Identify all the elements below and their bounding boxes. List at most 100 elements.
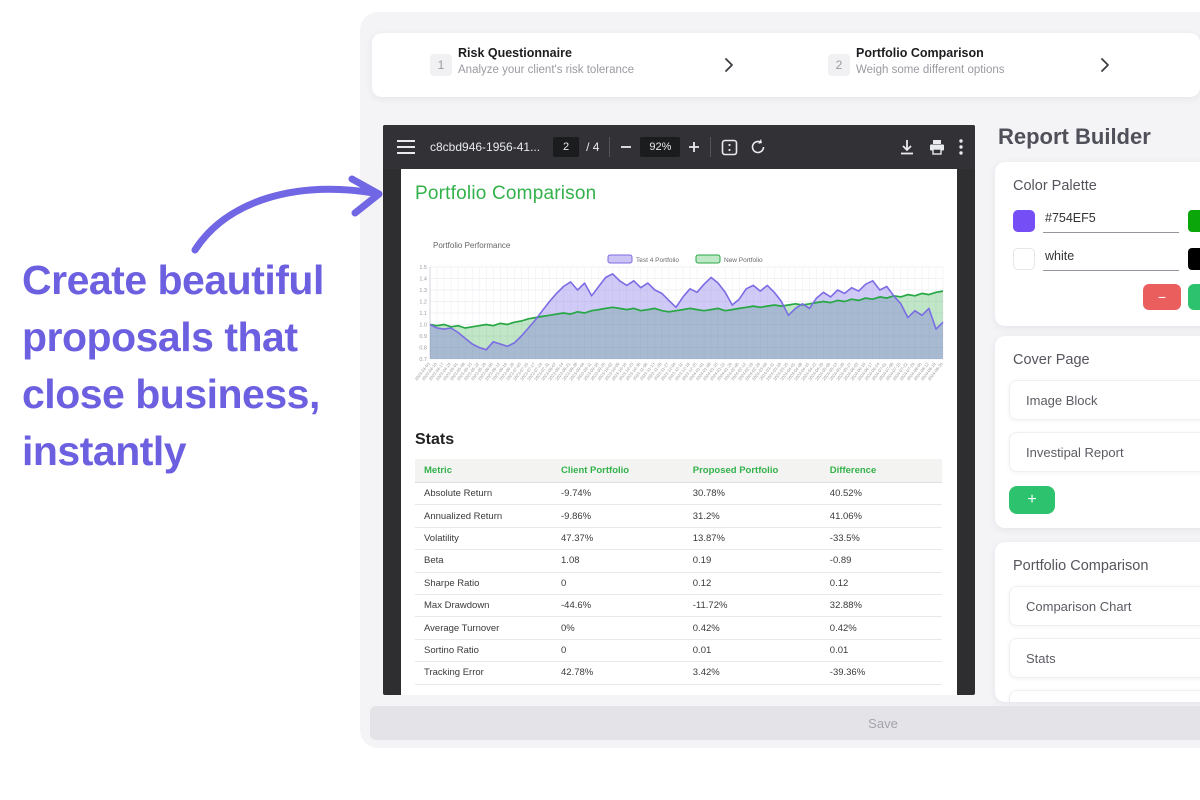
toolbar-divider <box>710 137 712 157</box>
page-number-input[interactable]: 2 <box>553 137 580 157</box>
color-swatch-primary[interactable] <box>1013 210 1035 232</box>
table-cell: Beta <box>424 555 444 567</box>
table-cell: -39.36% <box>829 667 866 679</box>
table-cell: 0 <box>561 644 567 656</box>
table-row: Annualized Return -9.86% 31.2% 41.06% <box>415 505 942 528</box>
table-cell: 47.37% <box>561 532 594 544</box>
table-cell: 0.42% <box>829 622 857 634</box>
save-button[interactable]: Save <box>370 706 1200 740</box>
chevron-right-icon[interactable] <box>724 57 734 73</box>
chart-title: Portfolio Performance <box>433 241 511 250</box>
table-cell: Annualized Return <box>424 510 503 522</box>
table-cell: Tracking Error <box>424 667 484 679</box>
table-cell: 30.78% <box>692 488 725 500</box>
table-cell: -9.74% <box>561 488 592 500</box>
performance-chart-svg: 1.51.41.31.21.11.00.90.80.72023-04-03202… <box>414 254 944 381</box>
list-item-image-block[interactable]: Image Block <box>1009 380 1200 420</box>
svg-text:1.4: 1.4 <box>419 277 427 283</box>
svg-text:1.0: 1.0 <box>419 323 427 329</box>
menu-icon[interactable] <box>397 140 415 154</box>
table-cell: Max Drawdown <box>424 600 490 612</box>
cover-page-label: Cover Page <box>1013 352 1090 368</box>
column-header: Proposed Portfolio <box>692 465 779 476</box>
svg-text:Test 4 Portfolio: Test 4 Portfolio <box>636 257 679 264</box>
remove-color-button[interactable]: − <box>1143 284 1181 310</box>
svg-text:1.1: 1.1 <box>419 311 427 317</box>
more-options-icon[interactable] <box>959 139 963 155</box>
table-cell: 0.12 <box>692 577 712 589</box>
table-cell: 41.06% <box>829 510 863 522</box>
portfolio-comparison-label: Portfolio Comparison <box>1013 558 1149 574</box>
table-cell: -9.86% <box>561 510 592 522</box>
toolbar-divider <box>609 137 611 157</box>
stepper-card: 1 Risk Questionnaire Analyze your client… <box>372 33 1200 97</box>
table-cell: 40.52% <box>829 488 863 500</box>
table-cell: 0 <box>561 577 567 589</box>
color-swatch-black[interactable] <box>1188 248 1200 270</box>
table-cell: 0.01 <box>829 644 849 656</box>
table-cell: 0% <box>561 622 575 634</box>
stats-heading: Stats <box>415 431 455 448</box>
add-block-button[interactable]: + <box>1009 486 1055 514</box>
list-item-investipal-report[interactable]: Investipal Report <box>1009 432 1200 472</box>
table-cell: -11.72% <box>692 600 728 612</box>
table-cell: 31.2% <box>692 510 720 522</box>
chevron-right-icon[interactable] <box>1100 57 1110 73</box>
list-item-stats[interactable]: Stats <box>1009 638 1200 678</box>
table-row: Max Drawdown -44.6% -11.72% 32.88% <box>415 595 942 618</box>
list-item-comparison-chart[interactable]: Comparison Chart <box>1009 586 1200 626</box>
column-header: Metric <box>424 465 452 476</box>
page-count: / 4 <box>586 140 600 154</box>
fit-page-icon[interactable] <box>721 139 738 156</box>
table-header-row: Metric Client Portfolio Proposed Portfolio… <box>415 459 942 483</box>
cover-page-card[interactable]: Cover Page + Image Block Investipal Repor… <box>995 336 1200 528</box>
hero-line: proposals that <box>22 314 298 360</box>
table-cell: 0.42% <box>692 622 720 634</box>
table-row: Sharpe Ratio 0 0.12 0.12 <box>415 573 942 595</box>
table-row: Volatility 47.37% 13.87% -33.5% <box>415 528 942 551</box>
zoom-in-icon[interactable] <box>688 141 700 153</box>
report-builder-title: Report Builder <box>998 124 1151 149</box>
svg-text:1.5: 1.5 <box>419 265 427 271</box>
color-swatch-green[interactable] <box>1188 210 1200 232</box>
step-1-title: Risk Questionnaire <box>458 46 572 60</box>
color-swatch-secondary[interactable] <box>1013 248 1035 270</box>
zoom-out-icon[interactable] <box>620 141 632 153</box>
table-cell: 0.12 <box>829 577 849 589</box>
table-cell: Sharpe Ratio <box>424 577 480 589</box>
svg-text:1.3: 1.3 <box>419 288 427 294</box>
hero-headline: Create beautiful proposals that close bu… <box>22 252 382 480</box>
color-palette-label: Color Palette <box>1013 178 1097 194</box>
portfolio-performance-chart: Portfolio Performance 1.5 1.4 1.3 1.2 1.1 1.0… <box>413 241 947 404</box>
table-row: Average Turnover 0% 0.42% 0.42% <box>415 617 942 640</box>
portfolio-comparison-card[interactable]: Portfolio Comparison Comparison Chart Sta… <box>995 542 1200 702</box>
table-cell: -44.6% <box>561 600 592 612</box>
list-item-partial[interactable] <box>1009 690 1200 702</box>
table-row: Tracking Error 42.78% 3.42% -39.36% <box>415 662 942 685</box>
print-icon[interactable] <box>929 139 945 155</box>
document-title: Portfolio Comparison <box>415 183 597 204</box>
zoom-level[interactable]: 92% <box>640 137 681 157</box>
table-cell: 0.19 <box>692 555 712 567</box>
step-2-subtitle: Weigh some different options <box>856 64 1005 76</box>
color-input-primary[interactable] <box>1043 208 1179 233</box>
color-input-secondary[interactable] <box>1043 246 1179 271</box>
table-cell: -0.89 <box>829 555 852 567</box>
svg-text:New Portfolio: New Portfolio <box>724 257 763 264</box>
table-cell: 0.01 <box>692 644 712 656</box>
table-row: Sortino Ratio 0 0.01 0.01 <box>415 640 942 663</box>
color-palette-card: Color Palette − <box>995 162 1200 326</box>
pdf-filename: c8cbd946-1956-41... <box>430 140 541 154</box>
download-icon[interactable] <box>899 139 915 155</box>
table-cell: 32.88% <box>829 600 863 612</box>
table-cell: Volatility <box>424 532 459 544</box>
table-row: Beta 1.08 0.19 -0.89 <box>415 550 942 573</box>
step-1-subtitle: Analyze your client's risk tolerance <box>458 64 635 76</box>
add-color-button[interactable] <box>1188 284 1200 310</box>
svg-text:0.9: 0.9 <box>419 334 427 340</box>
hero-line: Create beautiful <box>22 257 324 303</box>
table-cell: -33.5% <box>829 532 860 544</box>
table-cell: 42.78% <box>561 667 594 679</box>
table-cell: 1.08 <box>561 555 580 567</box>
rotate-icon[interactable] <box>750 139 766 155</box>
